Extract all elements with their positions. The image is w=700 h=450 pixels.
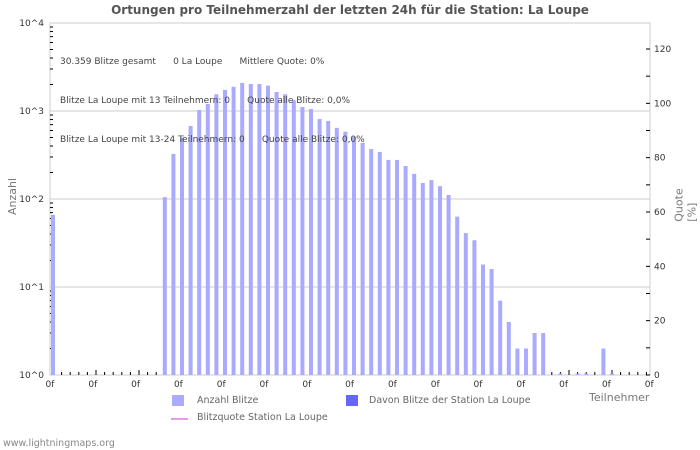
bar-anzahl [231,86,236,375]
bar-anzahl [420,182,425,375]
bar-anzahl [162,197,167,375]
x-tick-label: 0f [88,380,98,390]
y2-tick-label: 40 [654,262,666,272]
bar-anzahl [171,153,176,375]
y2-tick-label: 20 [654,317,666,327]
y2-tick-label: 100 [654,99,671,109]
legend-swatch-quote [171,418,188,420]
bar-anzahl [188,125,193,375]
bar-anzahl [274,91,279,375]
bar-anzahl [472,240,477,375]
bar-anzahl [601,348,606,375]
bar-anzahl [291,100,296,376]
footer-link[interactable]: www.lightningmaps.org [3,438,115,449]
bar-anzahl [223,89,227,376]
bar-anzahl [197,110,202,375]
legend-quote: Blitzquote Station La Loupe [197,412,328,423]
bar-anzahl [429,180,434,375]
bar-anzahl [489,269,494,375]
y-tick-label: 10^1 [19,283,44,293]
bar-anzahl [317,119,322,375]
x-axis-label: Teilnehmer [589,391,650,404]
bar-anzahl [360,142,365,375]
bar-anzahl [352,136,356,375]
x-tick-label: 0f [345,380,355,390]
x-tick-label: 0f [559,380,569,390]
x-tick-label: 0f [474,380,484,390]
bar-anzahl [395,159,399,375]
info-box: 30.359 Blitze gesamt 0 La Loupe Mittlere… [60,30,365,160]
bar-anzahl [369,149,374,375]
x-tick-label: 0f [602,380,612,390]
bar-anzahl [524,348,528,375]
bar-anzahl [481,264,485,375]
bar-anzahl [558,373,563,375]
y2-tick-label: 0 [654,371,660,381]
bar-anzahl [463,233,468,375]
x-tick-label: 0f [516,380,526,390]
bar-anzahl [309,108,313,376]
legend-davon: Davon Blitze der Station La Loupe [369,395,531,406]
bar-anzahl [584,373,589,375]
bar-anzahl [386,159,391,375]
bar-anzahl [343,131,348,375]
bar-anzahl [506,322,511,375]
bar-anzahl [51,214,55,375]
bar-anzahl [326,120,331,376]
bar-anzahl [248,83,253,376]
y-tick-label: 10^2 [19,195,44,205]
legend-anzahl: Anzahl Blitze [197,395,259,406]
bar-anzahl [610,373,614,375]
info-line-13: Blitze La Loupe mit 13 Teilnehmern: 0 Qu… [60,96,351,106]
bar-anzahl [240,82,245,375]
bar-anzahl [403,166,408,375]
y2-tick-label: 120 [654,45,671,55]
y2-tick-label: 60 [654,208,666,218]
bar-anzahl [377,152,382,375]
y2-axis-label: Quote [%] [672,188,699,222]
x-tick-label: 0f [388,380,398,390]
bar-anzahl [214,94,219,375]
bar-anzahl [266,85,270,375]
chart-title: Ortungen pro Teilnehmerzahl der letzten … [111,3,589,17]
x-tick-label: 0f [46,380,56,390]
x-tick-label: 0f [260,380,270,390]
x-tick-label: 0f [217,380,227,390]
bar-anzahl [283,94,288,375]
bar-anzahl [541,333,546,375]
y-tick-label: 10^3 [19,107,44,117]
info-line-total: 30.359 Blitze gesamt 0 La Loupe Mittlere… [60,57,325,67]
x-tick-label: 0f [302,380,312,390]
y-tick-label: 10^4 [19,19,44,29]
x-tick-label: 0f [645,380,655,390]
bar-anzahl [515,348,520,375]
x-tick-label: 0f [431,380,441,390]
x-tick-label: 0f [131,380,141,390]
bar-anzahl [300,107,305,375]
bar-anzahl [498,300,503,375]
y2-tick-label: 80 [654,154,666,164]
legend-swatch-davon [346,395,358,406]
info-line-13-24: Blitze La Loupe mit 13-24 Teilnehmern: 0… [60,135,365,145]
bar-anzahl [455,216,460,375]
bar-anzahl [438,186,442,375]
bar-anzahl [205,104,210,376]
legend-swatch-anzahl [172,395,184,406]
bar-anzahl [575,373,580,375]
y-tick-label: 10^0 [19,371,44,381]
bar-anzahl [412,173,417,375]
bar-anzahl [334,127,339,375]
y-axis-label: Anzahl [6,177,20,216]
bar-anzahl [446,195,451,375]
bar-anzahl [257,83,262,376]
bar-anzahl [532,333,537,375]
bar-anzahl [180,137,184,375]
x-tick-label: 0f [174,380,184,390]
